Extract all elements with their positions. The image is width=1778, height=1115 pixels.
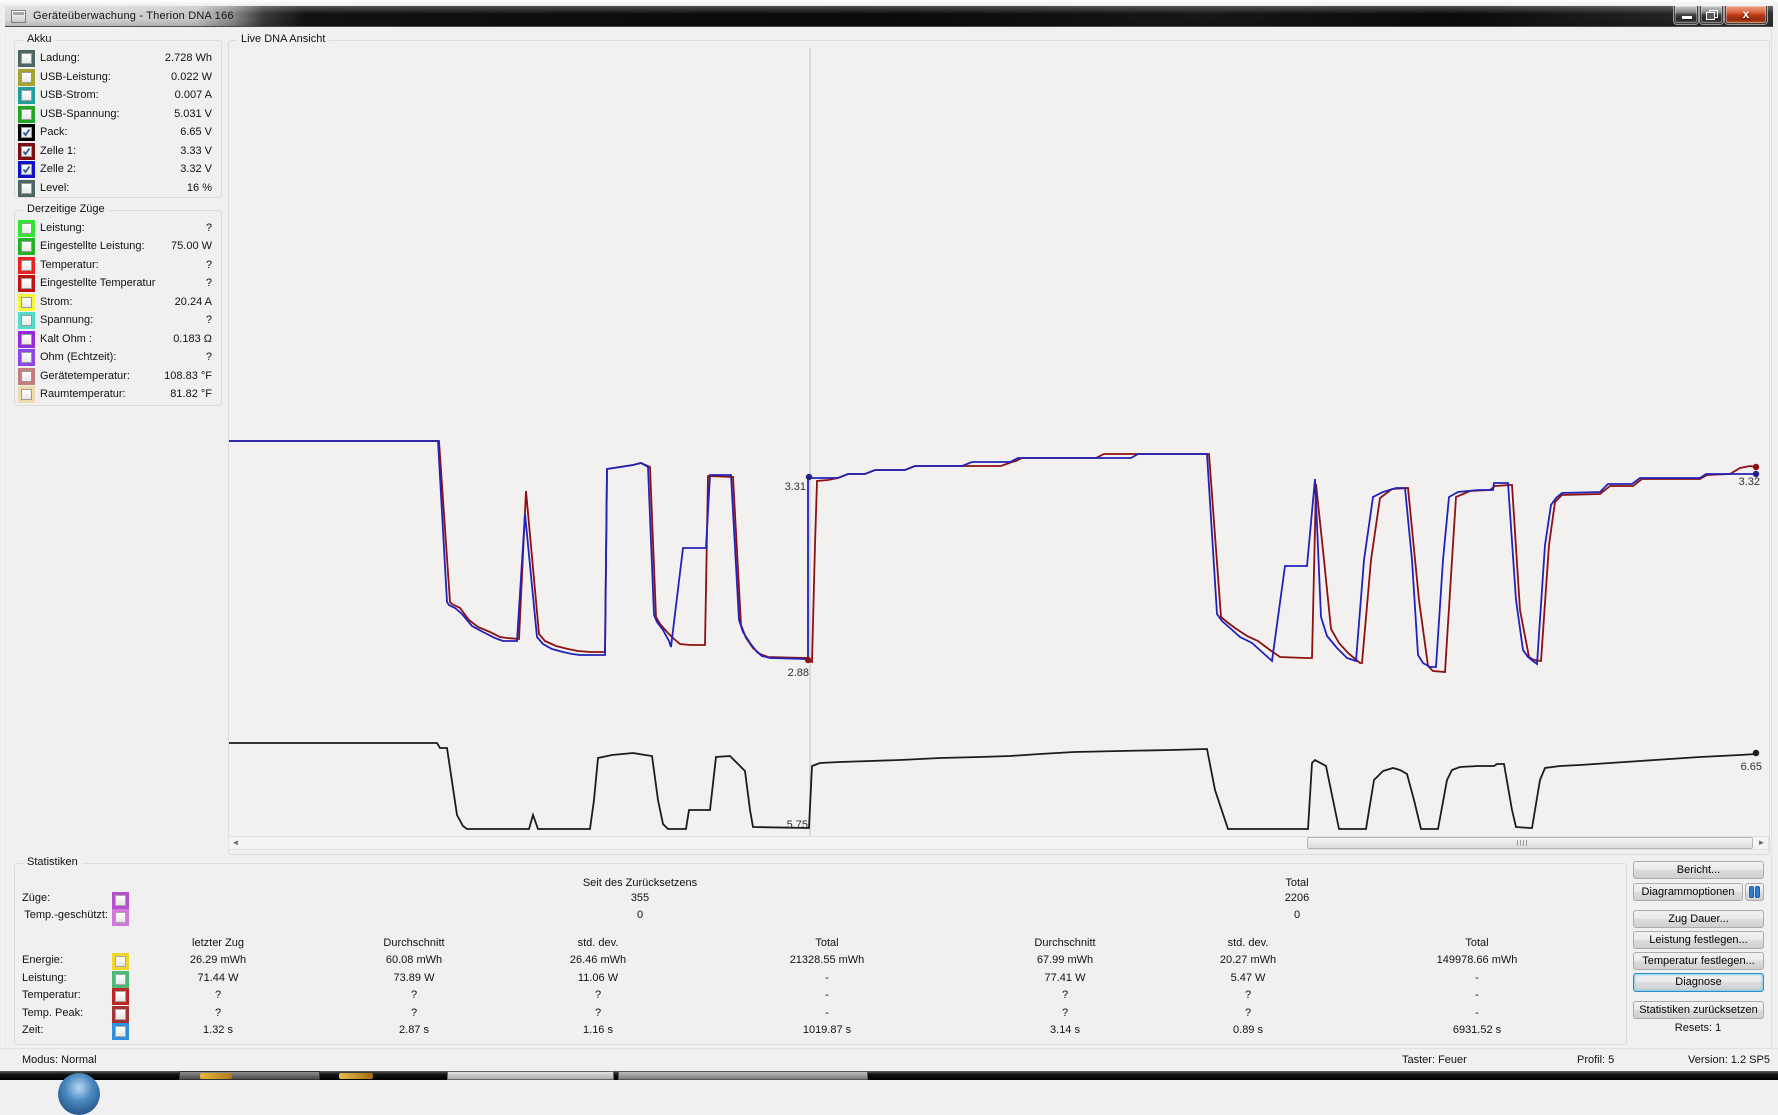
svg-text:3.32: 3.32 (1739, 476, 1760, 488)
svg-text:2.88: 2.88 (788, 667, 809, 679)
svg-text:3.31: 3.31 (785, 481, 806, 493)
svg-text:6.65: 6.65 (1741, 761, 1762, 773)
svg-text:5.75: 5.75 (787, 819, 808, 831)
